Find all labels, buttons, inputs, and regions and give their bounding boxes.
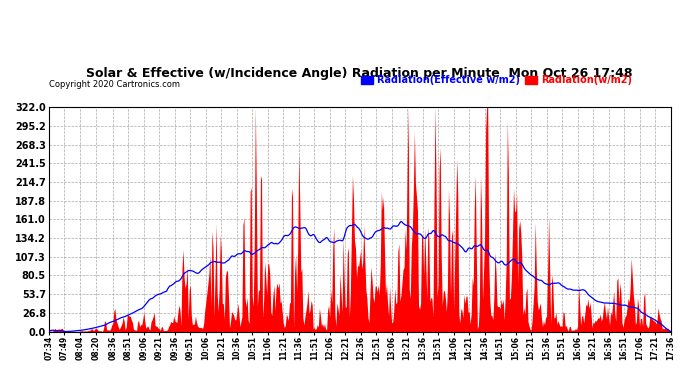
Text: Copyright 2020 Cartronics.com: Copyright 2020 Cartronics.com [49,80,180,89]
Title: Solar & Effective (w/Incidence Angle) Radiation per Minute  Mon Oct 26 17:48: Solar & Effective (w/Incidence Angle) Ra… [86,66,633,80]
Legend: Radiation(Effective w/m2), Radiation(w/m2): Radiation(Effective w/m2), Radiation(w/m… [357,72,635,89]
